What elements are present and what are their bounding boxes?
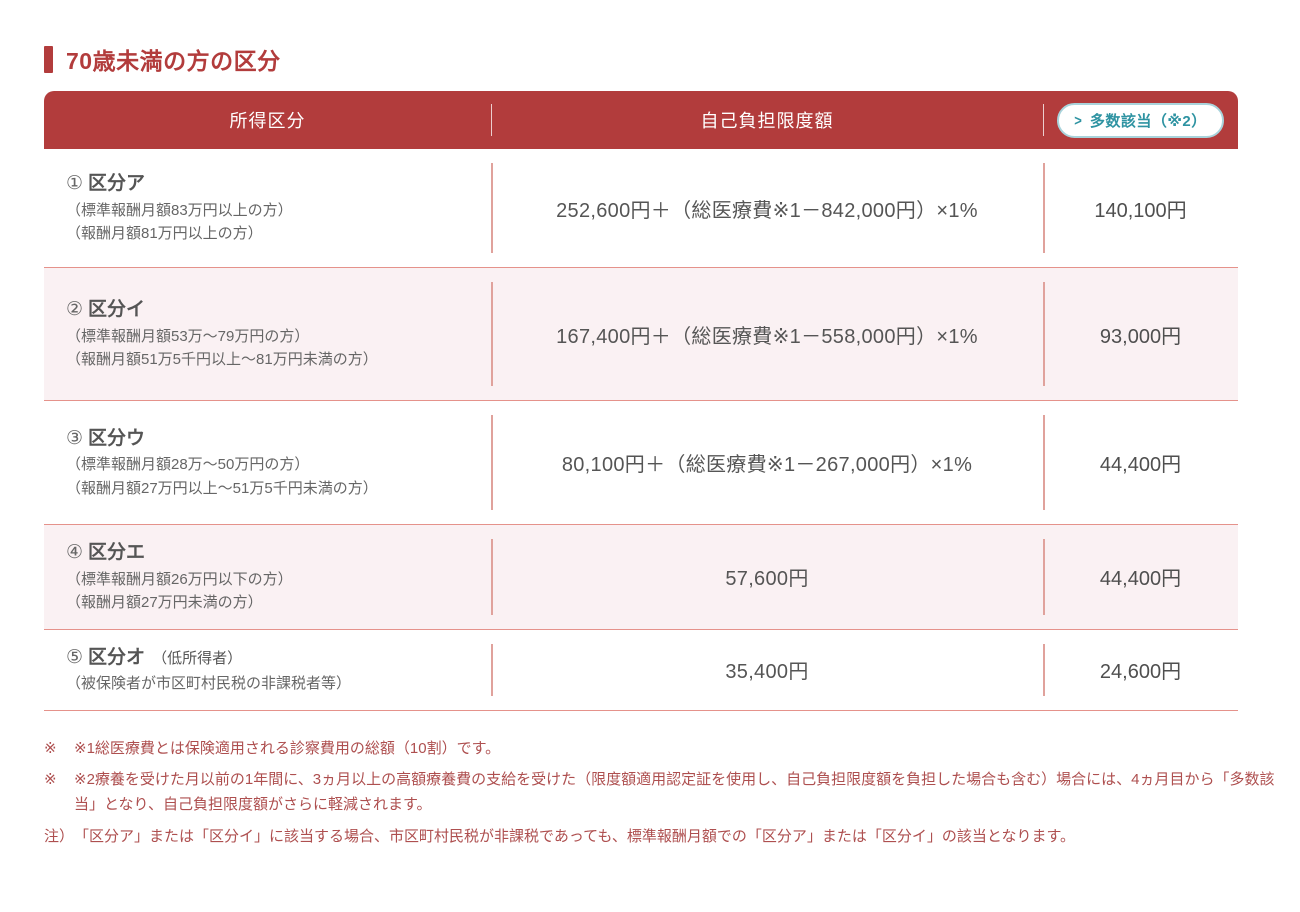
footnote-text: ※2療養を受けた月以前の1年間に、3ヵ月以上の高額療養費の支給を受けた（限度額適…	[74, 771, 1275, 814]
limit-cell: 35,400円	[491, 630, 1043, 710]
multiple-cell: 24,600円	[1043, 630, 1238, 710]
table-row: ② 区分イ （標準報酬月額53万～79万円の方） （報酬月額51万5千円以上～81…	[44, 268, 1238, 401]
multiple-cell: 44,400円	[1043, 401, 1238, 524]
footnotes: ※ ※1総医療費とは保険適用される診察費用の総額（10割）です。 ※ ※2療養を…	[44, 736, 1276, 849]
row-number-badge: ①	[66, 173, 84, 195]
category-name-line: ② 区分イ	[66, 299, 146, 321]
multiple-applicable-link[interactable]: > 多数該当（※2）	[1057, 102, 1224, 138]
category-condition: （被保険者が市区町村民税の非課税者等）	[66, 675, 352, 693]
category-condition: （標準報酬月額26万円以下の方）	[66, 570, 293, 588]
header-copay-limit: 自己負担限度額	[491, 91, 1043, 149]
category-condition: （報酬月額81万円以上の方）	[66, 225, 263, 243]
table-row: ⑤ 区分オ （低所得者） （被保険者が市区町村民税の非課税者等） 35,400円 2…	[44, 630, 1238, 712]
chevron-right-icon: >	[1074, 111, 1083, 129]
footnote-text: ※1総医療費とは保険適用される診察費用の総額（10割）です。	[74, 740, 501, 758]
title-accent-bar	[44, 45, 53, 73]
table-row: ④ 区分エ （標準報酬月額26万円以下の方） （報酬月額27万円未満の方） 57,…	[44, 525, 1238, 630]
footnote-3: 注） 「区分ア」または「区分イ」に該当する場合、市区町村民税が非課税であっても、…	[44, 824, 1276, 849]
copay-limit-table: 所得区分 自己負担限度額 > 多数該当（※2） ① 区分ア （標準報酬月額83万円…	[44, 91, 1238, 712]
header-multiple-cell: > 多数該当（※2）	[1043, 91, 1238, 149]
income-cell: ③ 区分ウ （標準報酬月額28万～50万円の方） （報酬月額27万円以上～51万5…	[44, 401, 491, 524]
footnote-marker: 注）	[44, 827, 75, 845]
header-income-category: 所得区分	[229, 111, 306, 131]
limit-cell: 167,400円＋（総医療費※1－558,000円）×1%	[491, 268, 1043, 400]
multiple-applicable-label: 多数該当（※2）	[1089, 112, 1207, 130]
category-condition: （標準報酬月額53万～79万円の方）	[66, 327, 310, 345]
multiple-cell: 44,400円	[1043, 525, 1238, 629]
income-cell: ② 区分イ （標準報酬月額53万～79万円の方） （報酬月額51万5千円以上～81…	[44, 268, 491, 400]
category-name-line: ④ 区分エ	[66, 542, 146, 563]
income-cell: ⑤ 区分オ （低所得者） （被保険者が市区町村民税の非課税者等）	[44, 630, 491, 710]
footnote-text: 「区分ア」または「区分イ」に該当する場合、市区町村民税が非課税であっても、標準報…	[74, 827, 1075, 845]
limit-cell: 252,600円＋（総医療費※1－842,000円）×1%	[491, 149, 1043, 267]
page-title: 70歳未満の方の区分	[44, 44, 1256, 74]
multiple-cell: 93,000円	[1043, 268, 1238, 400]
footnote-marker: ※	[44, 740, 57, 758]
table-row: ① 区分ア （標準報酬月額83万円以上の方） （報酬月額81万円以上の方） 252…	[44, 149, 1238, 268]
row-number-badge: ④	[66, 542, 84, 563]
category-name-line: ⑤ 区分オ （低所得者）	[66, 646, 243, 668]
footnote-1: ※ ※1総医療費とは保険適用される診察費用の総額（10割）です。	[44, 736, 1276, 761]
row-number-badge: ②	[66, 299, 84, 321]
income-cell: ① 区分ア （標準報酬月額83万円以上の方） （報酬月額81万円以上の方）	[44, 149, 491, 267]
row-number-badge: ③	[66, 427, 84, 449]
footnote-2: ※ ※2療養を受けた月以前の1年間に、3ヵ月以上の高額療養費の支給を受けた（限度…	[44, 767, 1276, 817]
table-row: ③ 区分ウ （標準報酬月額28万～50万円の方） （報酬月額27万円以上～51万5…	[44, 401, 1238, 525]
multiple-cell: 140,100円	[1043, 149, 1238, 267]
category-condition: （標準報酬月額83万円以上の方）	[66, 201, 293, 219]
limit-cell: 57,600円	[491, 525, 1043, 629]
footnote-marker: ※	[44, 771, 57, 789]
income-cell: ④ 区分エ （標準報酬月額26万円以下の方） （報酬月額27万円未満の方）	[44, 525, 491, 629]
row-number-badge: ⑤	[66, 646, 84, 668]
category-name-line: ① 区分ア	[66, 173, 146, 195]
page: 70歳未満の方の区分 所得区分 自己負担限度額 > 多数該当（※2） ① 区分ア …	[44, 44, 1276, 849]
category-condition: （報酬月額27万円未満の方）	[66, 594, 263, 612]
table-header-row: 所得区分 自己負担限度額 > 多数該当（※2）	[44, 91, 1238, 149]
category-name-line: ③ 区分ウ	[66, 427, 146, 449]
category-condition: （標準報酬月額28万～50万円の方）	[66, 456, 310, 474]
limit-cell: 80,100円＋（総医療費※1－267,000円）×1%	[491, 401, 1043, 524]
category-condition: （報酬月額51万5千円以上～81万円未満の方）	[66, 351, 378, 369]
page-title-text: 70歳未満の方の区分	[66, 48, 281, 74]
category-condition: （報酬月額27万円以上～51万5千円未満の方）	[66, 479, 378, 497]
